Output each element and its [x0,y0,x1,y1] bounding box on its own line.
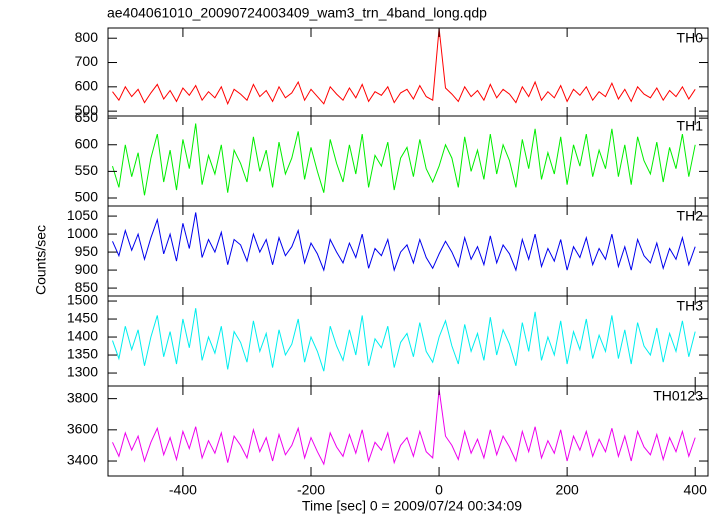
x-tick-label: 400 [684,482,708,498]
panel-frame [107,295,709,387]
x-axis-label: Time [sec] 0 = 2009/07/24 00:34:09 [302,498,522,514]
y-tick-label: 800 [75,29,99,45]
panel-frame [107,385,709,477]
x-tick-label: -200 [297,482,325,498]
y-tick-label: 1350 [67,346,98,362]
y-tick-label: 1050 [67,207,98,223]
data-line [112,123,696,196]
y-tick-label: 1500 [67,292,98,308]
y-tick-label: 1000 [67,225,98,241]
x-tick-label: 0 [435,482,443,498]
y-tick-label: 1450 [67,310,98,326]
panel-frame [107,115,709,207]
chart-title: ae404061010_20090724003409_wam3_trn_4ban… [107,5,487,21]
y-tick-label: 1300 [67,364,98,380]
y-tick-label: 550 [75,162,99,178]
y-tick-label: 950 [75,243,99,259]
x-tick-label: 200 [555,482,579,498]
series-label: TH0 [677,30,704,46]
series-label: TH2 [677,208,704,224]
y-tick-label: 3400 [67,452,98,468]
y-tick-label: 3800 [67,389,98,405]
y-tick-label: 500 [75,102,99,118]
y-axis-label: Counts/sec [33,225,49,295]
x-tick-label: -400 [169,482,197,498]
y-tick-label: 850 [75,279,99,295]
y-tick-label: 600 [75,135,99,151]
panel-frame [107,27,709,117]
series-label: TH3 [677,298,704,314]
series-label: TH1 [677,118,704,134]
y-tick-label: 3600 [67,421,98,437]
y-tick-label: 500 [75,189,99,205]
panel-frame [107,205,709,297]
series-label: TH0123 [653,388,703,404]
data-line [112,212,696,272]
data-line [112,28,696,106]
y-tick-label: 600 [75,78,99,94]
y-tick-label: 1400 [67,328,98,344]
y-tick-label: 900 [75,261,99,277]
data-line [112,308,696,372]
y-tick-label: 650 [75,109,99,125]
data-line [112,389,696,466]
y-tick-label: 700 [75,53,99,69]
